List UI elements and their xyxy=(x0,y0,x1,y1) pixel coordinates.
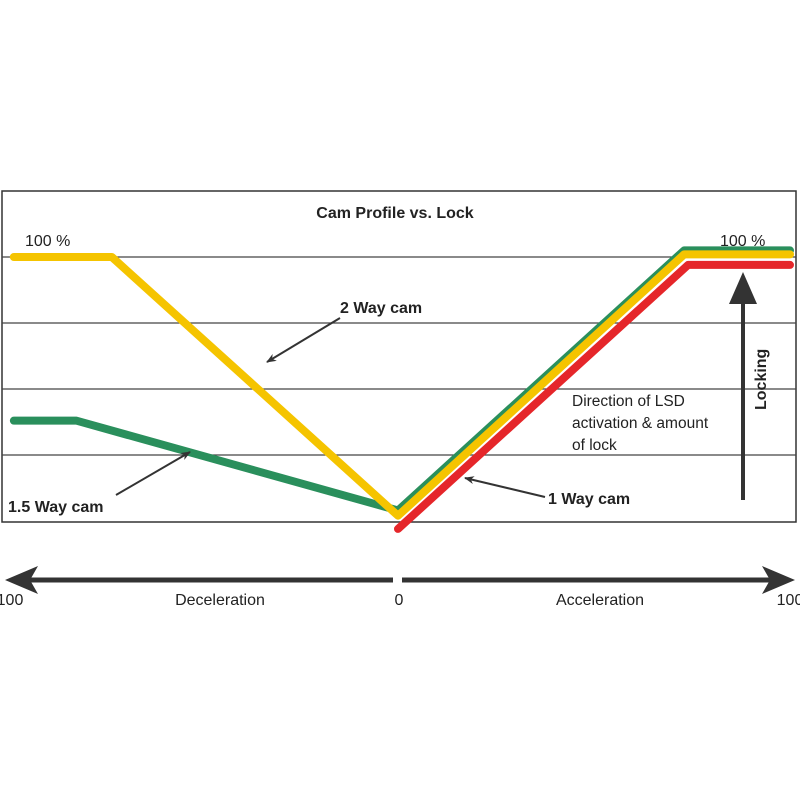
x-tick-zero: 0 xyxy=(395,592,404,609)
one-way-arrow xyxy=(464,476,546,498)
series-lines xyxy=(9,246,794,533)
two-way-label: 2 Way cam xyxy=(340,300,422,317)
direction-line-1: Direction of LSD xyxy=(572,393,685,410)
grid xyxy=(2,256,796,456)
one-five-way-label: 1.5 Way cam xyxy=(8,499,103,516)
right-100-label: 100 % xyxy=(720,233,765,250)
direction-line-3: of lock xyxy=(572,437,617,454)
direction-line-2: activation & amount xyxy=(572,415,709,432)
chart-frame xyxy=(1,190,797,523)
acceleration-label: Acceleration xyxy=(556,592,644,609)
left-100-label: 100 % xyxy=(25,233,70,250)
locking-arrow-head xyxy=(729,272,757,304)
locking-label: Locking xyxy=(753,349,770,410)
one-way-label: 1 Way cam xyxy=(548,491,630,508)
series-2-way-cam xyxy=(9,250,794,520)
deceleration-label: Deceleration xyxy=(175,592,265,609)
left-arrow-head xyxy=(5,566,38,594)
x-tick-left: 100 xyxy=(0,592,23,609)
two-way-arrow xyxy=(266,317,341,363)
right-arrow-head xyxy=(762,566,795,594)
chart-title: Cam Profile vs. Lock xyxy=(316,205,473,222)
x-tick-right: 100 xyxy=(777,592,800,609)
one-five-way-arrow xyxy=(115,451,191,496)
series-1-way-cam xyxy=(394,260,794,533)
